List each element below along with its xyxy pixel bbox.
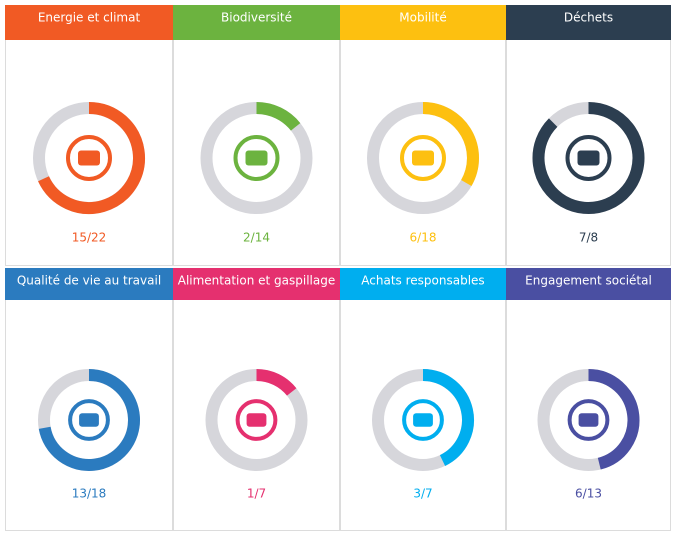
card-title: Engagement sociétal (525, 274, 652, 288)
donut-arc (256, 369, 297, 396)
icon (567, 399, 610, 441)
card-title: Energie et climat (38, 11, 141, 25)
icon (245, 150, 268, 166)
icon (79, 413, 99, 427)
card-title: Mobilité (399, 11, 446, 25)
donut-arc (532, 102, 645, 214)
card-header (5, 268, 173, 300)
icon (233, 135, 280, 181)
donut-arc (422, 369, 474, 466)
donut-arc (38, 369, 140, 471)
card (340, 268, 506, 531)
card-title: Achats responsables (361, 274, 484, 288)
card-title: Alimentation et gaspillage (178, 274, 336, 288)
icon (400, 135, 446, 181)
icon (402, 399, 444, 441)
card-header (506, 268, 671, 300)
value-label: 3/7 (413, 487, 432, 501)
value-label: 2/14 (243, 231, 270, 245)
card-title: Biodiversité (221, 11, 292, 25)
icon (78, 150, 100, 166)
icon (246, 413, 267, 427)
value-label: 15/22 (72, 231, 107, 245)
donut-arc (38, 102, 145, 214)
donut-arc (256, 102, 301, 131)
icon (577, 150, 600, 166)
donut-arc (588, 369, 640, 470)
icon (66, 135, 112, 181)
icon (412, 150, 434, 166)
card-title: Déchets (564, 11, 613, 25)
value-label: 6/13 (575, 487, 602, 501)
icon (565, 135, 612, 181)
card-header (340, 5, 506, 40)
card-header (340, 268, 506, 300)
icon (413, 413, 433, 427)
value-label: 6/18 (410, 231, 437, 245)
card-header (173, 5, 340, 40)
card-header (173, 268, 340, 300)
value-label: 7/8 (579, 231, 598, 245)
value-label: 13/18 (72, 487, 107, 501)
icon (235, 399, 278, 441)
donut-arc (422, 102, 479, 186)
value-label: 1/7 (247, 487, 266, 501)
card-header (506, 5, 671, 40)
card-header (5, 5, 173, 40)
icon (578, 413, 599, 427)
icon (68, 399, 110, 441)
card-title: Qualité de vie au travail (17, 274, 161, 288)
